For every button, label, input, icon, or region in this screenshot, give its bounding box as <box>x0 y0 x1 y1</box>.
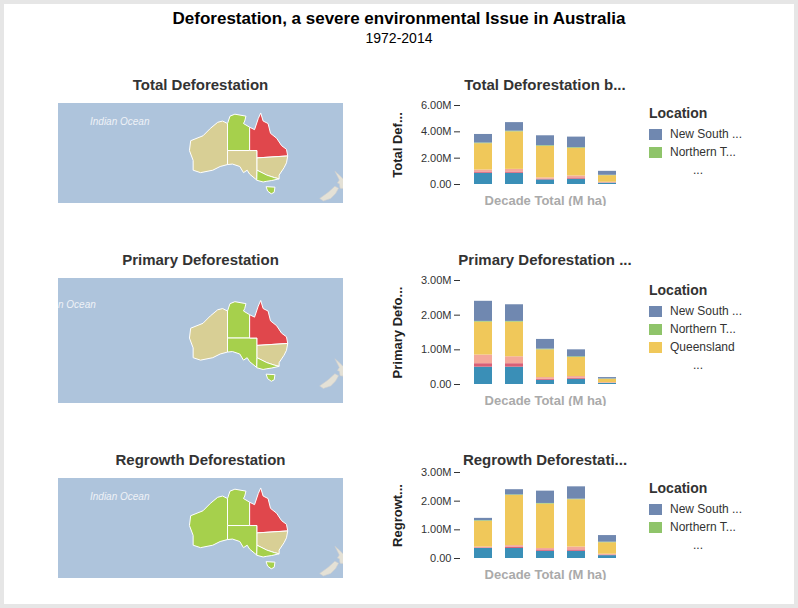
html-text:Location: Location <box>649 282 708 298</box>
svg-text:1.00M: 1.00M <box>421 523 452 535</box>
svg-text:n Ocean: n Ocean <box>58 299 96 310</box>
svg-text:1.00M: 1.00M <box>421 343 452 355</box>
html-text:Northern T...: Northern T... <box>670 145 736 159</box>
svg-text:2.00M: 2.00M <box>421 309 452 321</box>
svg-text:Total Def...: Total Def... <box>390 112 405 177</box>
html-text:Northern T...: Northern T... <box>670 520 736 534</box>
html-text:1972-2014: 1972-2014 <box>365 30 433 46</box>
svg-text:4.00M: 4.00M <box>421 125 452 137</box>
svg-text:3.00M: 3.00M <box>421 275 452 286</box>
svg-text:Regrowt...: Regrowt... <box>390 484 405 547</box>
html-text:Deforestation, a severe enviro: Deforestation, a severe environmental Is… <box>172 9 626 28</box>
svg-text:3.00M: 3.00M <box>421 467 452 478</box>
svg-text:Decade Total (M ha): Decade Total (M ha) <box>485 393 607 407</box>
svg-text:Indian Ocean: Indian Ocean <box>90 491 150 502</box>
html-text:Primary Deforestation ...: Primary Deforestation ... <box>458 251 632 268</box>
svg-text:Decade Total (M ha): Decade Total (M ha) <box>485 193 607 207</box>
svg-text:Decade Total (M ha): Decade Total (M ha) <box>485 567 607 581</box>
html-text:Location: Location <box>649 105 708 121</box>
svg-text:0.00: 0.00 <box>430 178 451 190</box>
svg-text:0.00: 0.00 <box>430 378 451 390</box>
html-text:Location: Location <box>649 480 708 496</box>
svg-text:0.00: 0.00 <box>430 552 451 564</box>
svg-text:2.00M: 2.00M <box>421 152 452 164</box>
svg-text:Primary Defo...: Primary Defo... <box>390 287 405 379</box>
html-text:New South ...: New South ... <box>670 127 742 141</box>
svg-text:2.00M: 2.00M <box>421 495 452 507</box>
html-text:New South ...: New South ... <box>670 304 742 318</box>
html-text:Regrowth Deforestation: Regrowth Deforestation <box>115 451 286 468</box>
html-text:Regrowth Deforestati...: Regrowth Deforestati... <box>462 451 628 468</box>
html-text:New South ...: New South ... <box>670 502 742 516</box>
html-text:Total Deforestation b...: Total Deforestation b... <box>464 76 626 93</box>
svg-text:6.00M: 6.00M <box>421 100 452 111</box>
html-text:Queensland: Queensland <box>670 340 735 354</box>
html-text:Primary Deforestation: Primary Deforestation <box>122 251 279 268</box>
html-text:Total Deforestation: Total Deforestation <box>132 76 269 93</box>
html-text:Northern T...: Northern T... <box>670 322 736 336</box>
svg-text:Indian Ocean: Indian Ocean <box>90 116 150 127</box>
